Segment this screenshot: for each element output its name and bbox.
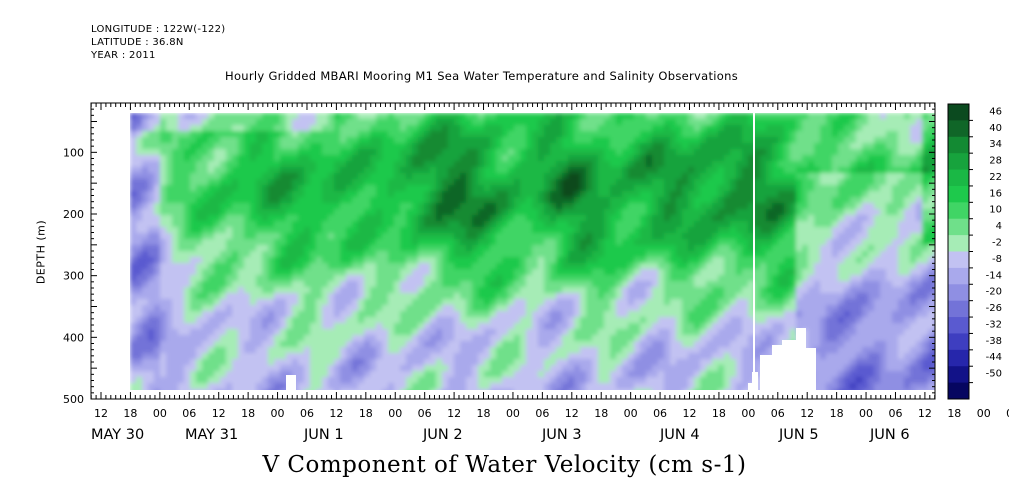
colorbar-label: -32: [986, 319, 1002, 330]
data-gaps: [286, 113, 816, 390]
colorbar-swatch: [948, 382, 969, 400]
colorbar-swatch: [948, 169, 969, 187]
chart-title: Hourly Gridded MBARI Mooring M1 Sea Wate…: [225, 69, 739, 83]
year-label: YEAR : 2011: [91, 50, 156, 61]
colorbar-swatch: [948, 235, 969, 252]
y-axis-ticks: 100 200 300 400 500: [63, 102, 935, 406]
x-hour-label: 00: [388, 407, 402, 420]
x-hour-label: 00: [624, 407, 638, 420]
colorbar-swatch: [948, 267, 969, 285]
x-hour-label: 18: [947, 407, 961, 420]
colorbar-label: -44: [986, 352, 1002, 363]
x-hour-label: 18: [594, 407, 608, 420]
x-day-label: JUN 3: [541, 427, 582, 443]
colorbar-swatch: [948, 185, 969, 203]
y-tick-label: 100: [63, 146, 84, 159]
x-hour-label: 18: [241, 407, 255, 420]
latitude-label: LATITUDE : 36.8N: [91, 37, 184, 48]
colorbar-label: 10: [989, 205, 1002, 216]
colorbar-swatch: [948, 251, 969, 269]
colorbar-label: 4: [996, 221, 1002, 232]
colorbar-swatch: [948, 218, 969, 236]
x-hour-label: 00: [741, 407, 755, 420]
x-hour-label: 12: [800, 407, 814, 420]
colorbar-label: -2: [992, 238, 1002, 249]
x-hour-label: 06: [1006, 407, 1009, 420]
colorbar-label: -8: [992, 254, 1002, 265]
colorbar-swatch: [948, 333, 969, 351]
colorbar-label: -14: [986, 270, 1002, 281]
x-day-label: JUN 1: [303, 427, 344, 443]
y-tick-label: 400: [63, 331, 84, 344]
colorbar-swatch: [948, 120, 969, 138]
x-hour-label: 12: [565, 407, 579, 420]
y-tick-label: 500: [63, 393, 84, 406]
colorbar-swatch: [948, 284, 969, 302]
colorbar-label: 40: [989, 123, 1002, 134]
colorbar-label: -26: [986, 303, 1002, 314]
x-day-label: JUN 4: [659, 427, 700, 443]
x-hour-label: 18: [712, 407, 726, 420]
x-hour-label: 00: [977, 407, 991, 420]
colorbar-swatch: [948, 349, 969, 367]
x-hour-label: 18: [830, 407, 844, 420]
x-day-label: JUN 6: [869, 427, 910, 443]
variable-title: V Component of Water Velocity (cm s-1): [262, 452, 747, 478]
colorbar-label: 28: [989, 156, 1002, 167]
x-hour-label: 06: [300, 407, 314, 420]
x-hour-label: 00: [859, 407, 873, 420]
colorbar: 46 40 34 28 22 16 10 4 -2 -8 -14 -20 -26 -32 -38 -44 -50: [947, 103, 1002, 400]
x-hour-label: 12: [329, 407, 343, 420]
x-hour-label: 00: [271, 407, 285, 420]
x-hour-label: 18: [477, 407, 491, 420]
x-hour-label: 12: [683, 407, 697, 420]
x-hour-label: 06: [771, 407, 785, 420]
colorbar-label: 34: [989, 139, 1002, 150]
colorbar-label: -50: [986, 369, 1002, 380]
x-hour-label: 00: [153, 407, 167, 420]
colorbar-swatch: [948, 317, 969, 334]
x-day-label: MAY 31: [185, 427, 238, 443]
x-hour-label: 18: [123, 407, 137, 420]
colorbar-swatch: [948, 104, 969, 121]
x-hour-label: 00: [506, 407, 520, 420]
x-hour-label: 12: [212, 407, 226, 420]
x-hour-label: 06: [182, 407, 196, 420]
x-axis-ticks: 12 18 00 06 12 18 00 06 12 18 00 06 12 18 00 06 12 18 00 06…: [90, 103, 1009, 443]
x-hour-label: 06: [888, 407, 902, 420]
x-hour-label: 18: [359, 407, 373, 420]
colorbar-label: 22: [989, 172, 1002, 183]
colorbar-swatch: [948, 136, 969, 154]
x-hour-label: 06: [653, 407, 667, 420]
y-tick-label: 300: [63, 270, 84, 283]
x-hour-label: 06: [418, 407, 432, 420]
heatmap-cells: [130, 113, 935, 390]
x-day-label: MAY 30: [91, 427, 144, 443]
colorbar-label: -38: [986, 336, 1002, 347]
x-hour-label: 12: [447, 407, 461, 420]
colorbar-label: -20: [986, 287, 1002, 298]
x-hour-label: 06: [535, 407, 549, 420]
colorbar-label: 46: [989, 106, 1002, 117]
colorbar-swatch: [948, 366, 969, 384]
y-tick-label: 200: [63, 208, 84, 221]
x-hour-label: 12: [918, 407, 932, 420]
longitude-label: LONGITUDE : 122W(-122): [91, 24, 226, 35]
x-day-label: JUN 2: [422, 427, 463, 443]
colorbar-swatch: [948, 300, 969, 318]
colorbar-swatch: [948, 202, 969, 220]
colorbar-swatch: [948, 153, 969, 171]
colorbar-label: 16: [989, 188, 1002, 199]
x-hour-label: 12: [94, 407, 108, 420]
x-day-label: JUN 5: [778, 427, 819, 443]
